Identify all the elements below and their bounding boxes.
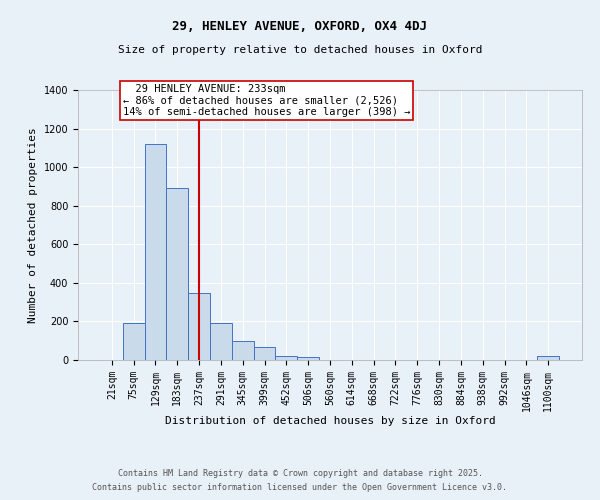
Bar — [188, 292, 210, 360]
Bar — [145, 144, 166, 360]
Bar — [123, 324, 145, 360]
Text: Contains public sector information licensed under the Open Government Licence v3: Contains public sector information licen… — [92, 484, 508, 492]
Bar — [297, 357, 319, 360]
Bar — [166, 188, 188, 360]
X-axis label: Distribution of detached houses by size in Oxford: Distribution of detached houses by size … — [164, 416, 496, 426]
Bar — [254, 348, 275, 360]
Bar — [232, 340, 254, 360]
Text: 29, HENLEY AVENUE, OXFORD, OX4 4DJ: 29, HENLEY AVENUE, OXFORD, OX4 4DJ — [173, 20, 427, 33]
Bar — [537, 356, 559, 360]
Text: 29 HENLEY AVENUE: 233sqm  
← 86% of detached houses are smaller (2,526)
14% of s: 29 HENLEY AVENUE: 233sqm ← 86% of detach… — [123, 84, 410, 117]
Text: Contains HM Land Registry data © Crown copyright and database right 2025.: Contains HM Land Registry data © Crown c… — [118, 468, 482, 477]
Bar — [210, 324, 232, 360]
Text: Size of property relative to detached houses in Oxford: Size of property relative to detached ho… — [118, 45, 482, 55]
Bar — [275, 356, 297, 360]
Y-axis label: Number of detached properties: Number of detached properties — [28, 127, 38, 323]
